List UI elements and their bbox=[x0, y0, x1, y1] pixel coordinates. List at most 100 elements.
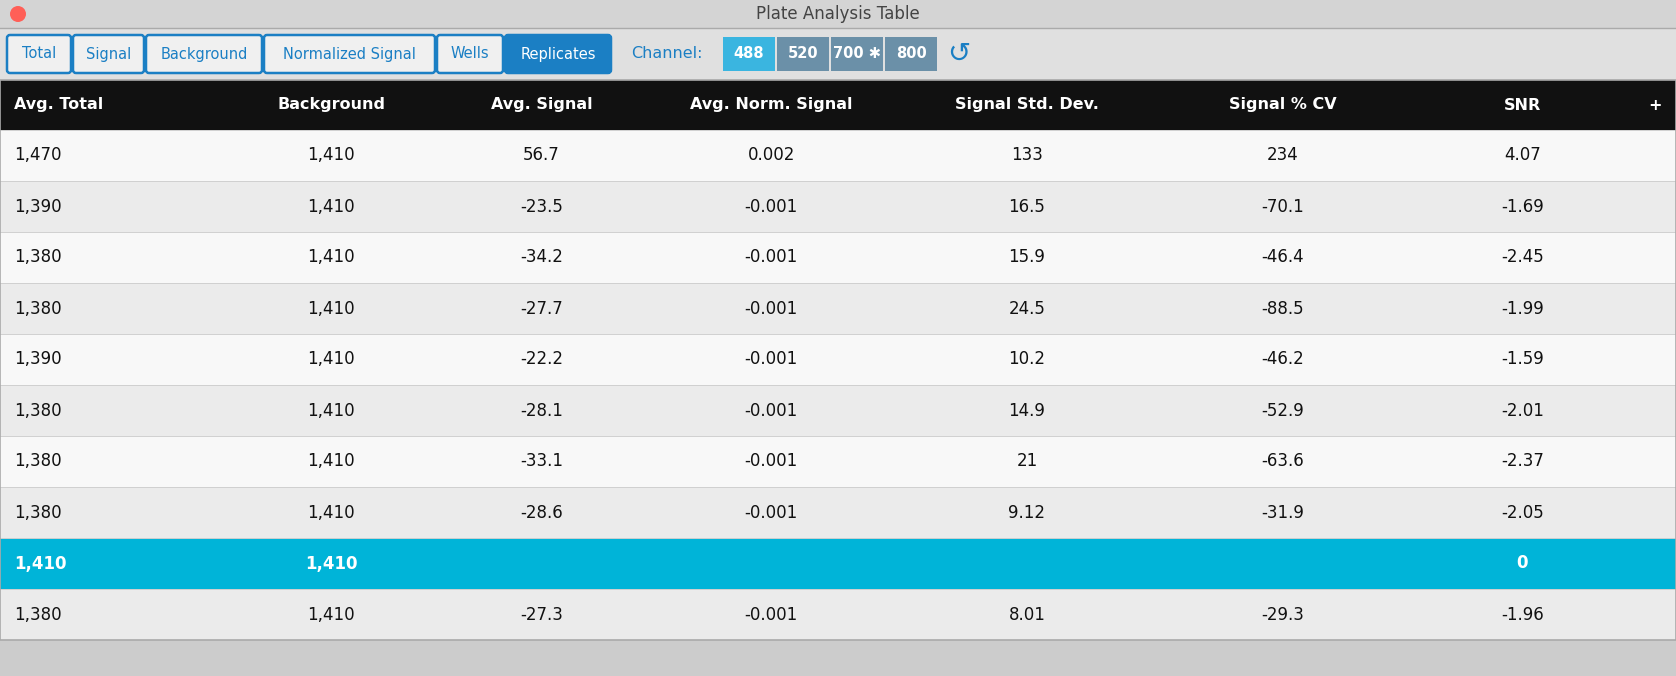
Text: -33.1: -33.1 bbox=[520, 452, 563, 470]
Bar bbox=[0, 487, 1676, 538]
Bar bbox=[0, 589, 1676, 640]
Text: 1,470: 1,470 bbox=[13, 147, 62, 164]
Bar bbox=[0, 538, 1676, 589]
FancyBboxPatch shape bbox=[437, 35, 503, 73]
Text: -0.001: -0.001 bbox=[744, 452, 798, 470]
Bar bbox=[0, 436, 1676, 487]
Text: 1,390: 1,390 bbox=[13, 197, 62, 216]
Text: 8.01: 8.01 bbox=[1009, 606, 1046, 623]
Text: 10.2: 10.2 bbox=[1009, 350, 1046, 368]
Text: 56.7: 56.7 bbox=[523, 147, 560, 164]
Bar bbox=[0, 385, 1676, 436]
Text: 1,380: 1,380 bbox=[13, 299, 62, 318]
Bar bbox=[0, 28, 1676, 80]
Text: 1,380: 1,380 bbox=[13, 452, 62, 470]
Bar bbox=[0, 334, 1676, 385]
Text: -27.7: -27.7 bbox=[520, 299, 563, 318]
Text: -0.001: -0.001 bbox=[744, 197, 798, 216]
Bar bbox=[885, 37, 937, 71]
Text: Background: Background bbox=[278, 97, 385, 112]
Text: Background: Background bbox=[161, 47, 248, 62]
FancyBboxPatch shape bbox=[7, 35, 70, 73]
Bar bbox=[0, 130, 1676, 181]
Text: -52.9: -52.9 bbox=[1262, 402, 1304, 420]
Text: 1,410: 1,410 bbox=[305, 554, 357, 573]
Text: 234: 234 bbox=[1267, 147, 1299, 164]
Text: 1,380: 1,380 bbox=[13, 402, 62, 420]
Text: ↺: ↺ bbox=[947, 40, 970, 68]
FancyBboxPatch shape bbox=[146, 35, 261, 73]
Text: -88.5: -88.5 bbox=[1262, 299, 1304, 318]
Text: Replicates: Replicates bbox=[520, 47, 595, 62]
Text: -46.2: -46.2 bbox=[1262, 350, 1304, 368]
Text: -1.59: -1.59 bbox=[1502, 350, 1544, 368]
Bar bbox=[0, 640, 1676, 676]
Text: -70.1: -70.1 bbox=[1262, 197, 1304, 216]
Text: Normalized Signal: Normalized Signal bbox=[283, 47, 416, 62]
Text: -0.001: -0.001 bbox=[744, 350, 798, 368]
Text: -2.45: -2.45 bbox=[1502, 249, 1544, 266]
Text: -0.001: -0.001 bbox=[744, 249, 798, 266]
FancyBboxPatch shape bbox=[504, 35, 612, 73]
Text: -2.05: -2.05 bbox=[1502, 504, 1544, 521]
Text: Plate Analysis Table: Plate Analysis Table bbox=[756, 5, 920, 23]
Text: Avg. Signal: Avg. Signal bbox=[491, 97, 592, 112]
Text: -31.9: -31.9 bbox=[1262, 504, 1304, 521]
Text: -34.2: -34.2 bbox=[520, 249, 563, 266]
Text: 1,410: 1,410 bbox=[308, 606, 355, 623]
Text: 1,410: 1,410 bbox=[308, 147, 355, 164]
Text: 1,380: 1,380 bbox=[13, 606, 62, 623]
Text: 1,410: 1,410 bbox=[13, 554, 67, 573]
Bar bbox=[0, 80, 1676, 130]
Text: -63.6: -63.6 bbox=[1262, 452, 1304, 470]
Text: 1,410: 1,410 bbox=[308, 402, 355, 420]
Text: 4.07: 4.07 bbox=[1503, 147, 1540, 164]
Text: 1,410: 1,410 bbox=[308, 504, 355, 521]
Text: 133: 133 bbox=[1011, 147, 1042, 164]
Bar bbox=[831, 37, 883, 71]
Bar bbox=[0, 283, 1676, 334]
Text: Avg. Total: Avg. Total bbox=[13, 97, 104, 112]
Text: Wells: Wells bbox=[451, 47, 489, 62]
Text: -1.99: -1.99 bbox=[1502, 299, 1544, 318]
Text: Channel:: Channel: bbox=[630, 47, 702, 62]
Bar bbox=[0, 80, 1676, 640]
Text: 0.002: 0.002 bbox=[747, 147, 794, 164]
Circle shape bbox=[10, 6, 27, 22]
Bar bbox=[0, 181, 1676, 232]
Text: Signal % CV: Signal % CV bbox=[1229, 97, 1337, 112]
Text: -0.001: -0.001 bbox=[744, 402, 798, 420]
Text: -0.001: -0.001 bbox=[744, 606, 798, 623]
Text: -23.5: -23.5 bbox=[520, 197, 563, 216]
Text: Signal Std. Dev.: Signal Std. Dev. bbox=[955, 97, 1099, 112]
Text: 15.9: 15.9 bbox=[1009, 249, 1046, 266]
Text: 9.12: 9.12 bbox=[1009, 504, 1046, 521]
Bar bbox=[0, 232, 1676, 283]
Text: 700 ✱: 700 ✱ bbox=[833, 47, 882, 62]
Text: Avg. Norm. Signal: Avg. Norm. Signal bbox=[691, 97, 853, 112]
Text: -28.6: -28.6 bbox=[520, 504, 563, 521]
Text: Signal: Signal bbox=[85, 47, 131, 62]
Text: 1,380: 1,380 bbox=[13, 249, 62, 266]
Text: Total: Total bbox=[22, 47, 55, 62]
Text: 16.5: 16.5 bbox=[1009, 197, 1046, 216]
Bar bbox=[778, 37, 830, 71]
Text: -22.2: -22.2 bbox=[520, 350, 563, 368]
Text: 14.9: 14.9 bbox=[1009, 402, 1046, 420]
FancyBboxPatch shape bbox=[265, 35, 436, 73]
Text: -27.3: -27.3 bbox=[520, 606, 563, 623]
Text: 1,410: 1,410 bbox=[308, 249, 355, 266]
Text: 1,410: 1,410 bbox=[308, 350, 355, 368]
Text: 1,410: 1,410 bbox=[308, 197, 355, 216]
Text: -46.4: -46.4 bbox=[1262, 249, 1304, 266]
Text: +: + bbox=[1648, 97, 1661, 112]
Text: 800: 800 bbox=[895, 47, 927, 62]
Text: 1,410: 1,410 bbox=[308, 299, 355, 318]
Text: 488: 488 bbox=[734, 47, 764, 62]
Text: -2.01: -2.01 bbox=[1502, 402, 1544, 420]
Text: 0: 0 bbox=[1517, 554, 1529, 573]
Text: -0.001: -0.001 bbox=[744, 504, 798, 521]
Text: -29.3: -29.3 bbox=[1262, 606, 1304, 623]
FancyBboxPatch shape bbox=[74, 35, 144, 73]
Bar bbox=[722, 37, 774, 71]
